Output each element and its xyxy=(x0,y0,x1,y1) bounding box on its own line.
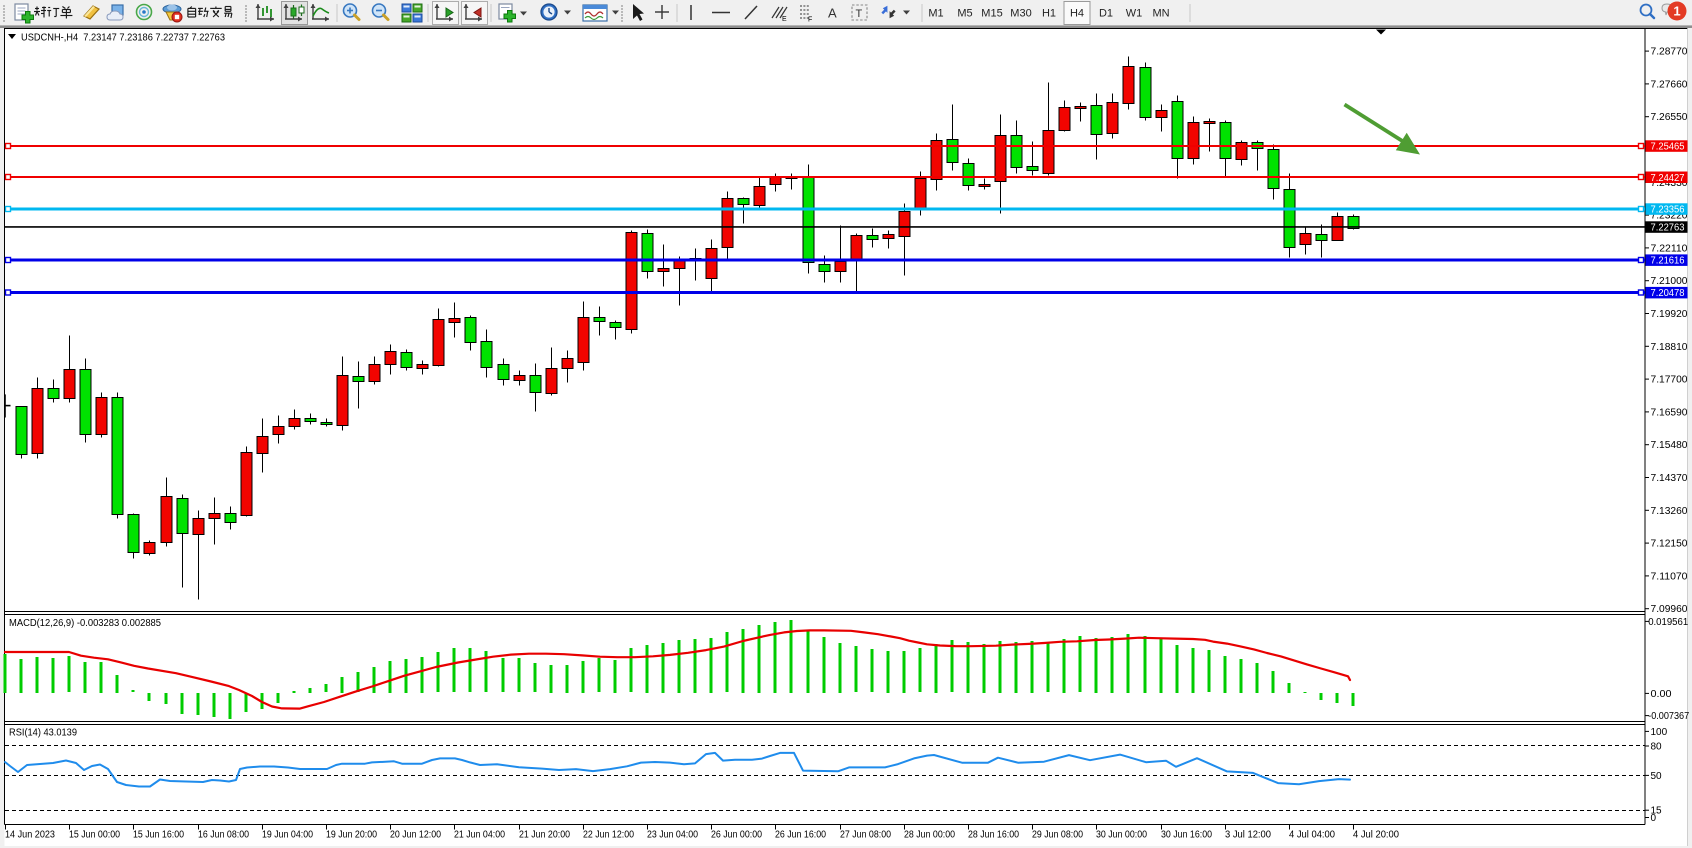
svg-text:7.11070: 7.11070 xyxy=(1651,571,1688,582)
svg-text:D1: D1 xyxy=(1099,8,1113,20)
svg-text:4 Jul 20:00: 4 Jul 20:00 xyxy=(1353,830,1399,841)
svg-text:15 Jun 16:00: 15 Jun 16:00 xyxy=(133,830,184,841)
svg-text:H1: H1 xyxy=(1042,8,1056,20)
svg-text:MN: MN xyxy=(1152,8,1169,20)
svg-text:MACD(12,26,9) -0.003283 0.0028: MACD(12,26,9) -0.003283 0.002885 xyxy=(9,618,161,629)
svg-text:7.21616: 7.21616 xyxy=(1651,256,1685,267)
svg-text:7.25465: 7.25465 xyxy=(1651,142,1685,153)
svg-text:19 Jun 20:00: 19 Jun 20:00 xyxy=(326,830,377,841)
svg-text:7.14370: 7.14370 xyxy=(1651,473,1688,484)
svg-text:7.19920: 7.19920 xyxy=(1651,309,1688,320)
svg-text:W1: W1 xyxy=(1126,8,1143,20)
svg-text:7.27660: 7.27660 xyxy=(1651,79,1688,90)
svg-text:26 Jun 00:00: 26 Jun 00:00 xyxy=(711,830,762,841)
svg-text:7.13260: 7.13260 xyxy=(1651,506,1688,517)
svg-text:A: A xyxy=(828,6,837,21)
svg-text:RSI(14) 43.0139: RSI(14) 43.0139 xyxy=(9,728,77,739)
svg-text:7.23220: 7.23220 xyxy=(1651,211,1688,222)
svg-text:7.09960: 7.09960 xyxy=(1651,604,1688,615)
svg-text:15 Jun 00:00: 15 Jun 00:00 xyxy=(69,830,120,841)
svg-text:1: 1 xyxy=(1673,4,1680,19)
svg-text:7.17700: 7.17700 xyxy=(1651,375,1688,386)
svg-text:E: E xyxy=(782,16,787,23)
svg-text:7.24427: 7.24427 xyxy=(1651,173,1685,184)
svg-text:-0.007367: -0.007367 xyxy=(1648,711,1689,722)
svg-text:50: 50 xyxy=(1651,771,1663,782)
svg-text:3 Jul 12:00: 3 Jul 12:00 xyxy=(1225,830,1271,841)
svg-text:7.16590: 7.16590 xyxy=(1651,407,1688,418)
svg-text:7.15480: 7.15480 xyxy=(1651,440,1688,451)
svg-text:7.22110: 7.22110 xyxy=(1651,243,1688,254)
svg-text:7.18810: 7.18810 xyxy=(1651,342,1688,353)
svg-text:26 Jun 16:00: 26 Jun 16:00 xyxy=(775,830,826,841)
svg-text:7.20478: 7.20478 xyxy=(1651,288,1685,299)
svg-text:4 Jul 04:00: 4 Jul 04:00 xyxy=(1289,830,1335,841)
svg-text:7.26550: 7.26550 xyxy=(1651,112,1688,123)
svg-text:0.019561: 0.019561 xyxy=(1648,617,1688,628)
svg-text:0: 0 xyxy=(1651,813,1657,824)
svg-text:100: 100 xyxy=(1651,727,1668,738)
svg-text:7.24330: 7.24330 xyxy=(1651,178,1688,189)
svg-text:15: 15 xyxy=(1651,806,1663,817)
svg-text:21 Jun 04:00: 21 Jun 04:00 xyxy=(454,830,505,841)
svg-text:29 Jun 08:00: 29 Jun 08:00 xyxy=(1032,830,1083,841)
svg-text:T: T xyxy=(856,8,863,20)
svg-text:30 Jun 16:00: 30 Jun 16:00 xyxy=(1161,830,1212,841)
svg-text:23 Jun 04:00: 23 Jun 04:00 xyxy=(647,830,698,841)
svg-text:7.21000: 7.21000 xyxy=(1651,276,1688,287)
svg-text:M15: M15 xyxy=(981,8,1002,20)
svg-text:H4: H4 xyxy=(1070,8,1084,20)
svg-text:80: 80 xyxy=(1651,742,1663,753)
svg-text:M30: M30 xyxy=(1010,8,1031,20)
svg-text:USDCNH-,H4 7.23147 7.23186 7.: USDCNH-,H4 7.23147 7.23186 7.22737 7.227… xyxy=(21,32,225,44)
svg-text:7.22763: 7.22763 xyxy=(1651,223,1685,234)
svg-text:M5: M5 xyxy=(957,8,972,20)
svg-text:7.12150: 7.12150 xyxy=(1651,539,1688,550)
svg-text:0.00: 0.00 xyxy=(1651,689,1672,700)
svg-text:27 Jun 08:00: 27 Jun 08:00 xyxy=(840,830,891,841)
svg-text:7.28770: 7.28770 xyxy=(1651,47,1688,58)
svg-text:21 Jun 20:00: 21 Jun 20:00 xyxy=(519,830,570,841)
svg-text:16 Jun 08:00: 16 Jun 08:00 xyxy=(198,830,249,841)
svg-text:22 Jun 12:00: 22 Jun 12:00 xyxy=(583,830,634,841)
svg-text:M1: M1 xyxy=(928,8,943,20)
svg-text:F: F xyxy=(808,17,812,24)
svg-text:28 Jun 16:00: 28 Jun 16:00 xyxy=(968,830,1019,841)
svg-text:28 Jun 00:00: 28 Jun 00:00 xyxy=(904,830,955,841)
svg-text:19 Jun 04:00: 19 Jun 04:00 xyxy=(262,830,313,841)
svg-text:7.23356: 7.23356 xyxy=(1651,205,1685,216)
svg-text:20 Jun 12:00: 20 Jun 12:00 xyxy=(390,830,441,841)
svg-text:14 Jun 2023: 14 Jun 2023 xyxy=(5,830,55,841)
svg-text:30 Jun 00:00: 30 Jun 00:00 xyxy=(1096,830,1147,841)
